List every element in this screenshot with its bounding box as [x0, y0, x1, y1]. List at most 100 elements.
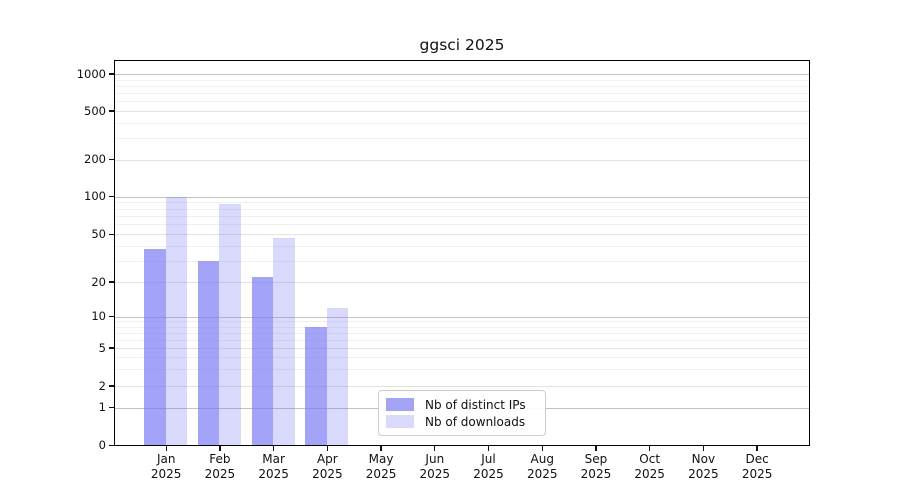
legend-item-distinct-ips: Nb of distinct IPs	[386, 397, 537, 412]
gridline	[115, 326, 809, 328]
y-tick-label: 500	[84, 103, 106, 118]
x-tick-year: 2025	[741, 467, 773, 482]
x-tick	[380, 446, 382, 451]
gridline	[115, 93, 809, 95]
x-tick	[702, 446, 705, 451]
x-tick-label: Mar 2025	[244, 452, 304, 482]
x-tick-month: Nov	[691, 452, 716, 466]
gridline	[115, 79, 809, 81]
x-tick-month: Mar	[262, 452, 285, 466]
x-tick-month: May	[368, 452, 394, 466]
x-tick	[541, 446, 543, 451]
x-tick-year: 2025	[204, 467, 236, 482]
x-tick	[272, 446, 275, 451]
y-tick	[109, 159, 114, 161]
x-tick	[649, 446, 651, 451]
y-tick	[109, 233, 114, 235]
gridline	[115, 282, 809, 283]
x-tick-year: 2025	[526, 467, 558, 482]
y-tick	[109, 406, 114, 409]
legend-swatch-distinct-ips	[386, 398, 414, 411]
bar-downloads	[273, 237, 295, 446]
x-tick-month: Dec	[745, 452, 769, 466]
legend-label-downloads: Nb of downloads	[425, 414, 526, 429]
gridline	[115, 234, 809, 236]
y-tick	[109, 385, 114, 387]
bar-downloads	[326, 307, 349, 446]
x-tick	[219, 446, 221, 451]
bar-downloads	[165, 196, 188, 446]
x-tick-year: 2025	[688, 467, 719, 482]
x-tick	[595, 446, 597, 451]
y-tick-label: 1000	[76, 66, 106, 81]
y-tick-label: 200	[84, 152, 106, 167]
gridline	[115, 202, 809, 204]
x-tick-month: Jun	[425, 452, 445, 466]
gridline	[115, 386, 809, 387]
y-tick-label: 10	[91, 309, 106, 324]
bar-distinct-ips	[251, 277, 274, 446]
gridline	[115, 224, 809, 226]
bar-distinct-ips	[197, 260, 220, 446]
y-tick	[109, 444, 114, 447]
x-tick-label: Sep 2025	[566, 452, 626, 482]
legend-swatch-downloads	[386, 415, 414, 428]
gridline	[115, 159, 809, 161]
bar-downloads	[219, 203, 241, 446]
gridline	[115, 316, 809, 318]
gridline	[115, 321, 809, 323]
x-tick	[756, 446, 758, 451]
gridline	[115, 101, 809, 103]
chart-title: ggsci 2025	[419, 36, 505, 54]
gridline	[115, 122, 809, 124]
y-tick-label: 2	[98, 378, 106, 393]
x-tick	[434, 446, 436, 451]
x-tick-year: 2025	[473, 467, 504, 482]
x-tick-label: Oct 2025	[620, 452, 680, 482]
x-tick	[487, 446, 490, 451]
y-tick-label: 1	[98, 400, 106, 414]
gridline	[115, 85, 809, 87]
x-tick-year: 2025	[365, 467, 397, 482]
gridline	[115, 332, 809, 334]
x-tick-month: Oct	[639, 452, 661, 466]
x-tick-label: Apr 2025	[297, 452, 357, 482]
gridline	[115, 369, 809, 371]
legend-item-downloads: Nb of downloads	[386, 414, 537, 429]
gridline	[115, 111, 809, 112]
bar-distinct-ips	[144, 248, 166, 446]
gridline	[115, 357, 809, 359]
x-tick-label: Feb 2025	[190, 452, 250, 482]
x-tick-label: May 2025	[351, 452, 411, 482]
bar-distinct-ips	[305, 326, 327, 446]
gridline	[115, 138, 809, 140]
y-tick-label: 5	[98, 340, 106, 355]
x-tick-year: 2025	[258, 467, 289, 482]
y-tick	[109, 73, 114, 75]
gridline	[115, 260, 809, 262]
y-tick	[109, 110, 114, 112]
y-tick-label: 50	[91, 226, 106, 241]
legend: Nb of distinct IPs Nb of downloads	[378, 390, 546, 436]
x-tick-month: Aug	[530, 452, 554, 466]
legend-label-distinct-ips: Nb of distinct IPs	[425, 397, 526, 412]
y-tick	[109, 316, 114, 318]
x-tick-month: Feb	[209, 452, 231, 466]
y-tick	[109, 347, 114, 349]
gridline	[115, 208, 809, 210]
x-tick	[165, 446, 167, 451]
gridline	[115, 74, 809, 76]
gridline	[115, 196, 809, 198]
x-tick-label: Jan 2025	[136, 452, 196, 482]
x-tick-month: Sep	[584, 452, 608, 466]
x-tick	[326, 446, 328, 451]
gridline	[115, 348, 809, 349]
y-tick-label: 20	[91, 274, 106, 289]
gridline	[115, 339, 809, 341]
x-tick-label: Dec 2025	[727, 452, 787, 482]
x-tick-year: 2025	[419, 467, 451, 482]
x-tick-month: Apr	[316, 452, 338, 466]
x-tick-label: Jun 2025	[405, 452, 465, 482]
gridline	[115, 245, 809, 247]
